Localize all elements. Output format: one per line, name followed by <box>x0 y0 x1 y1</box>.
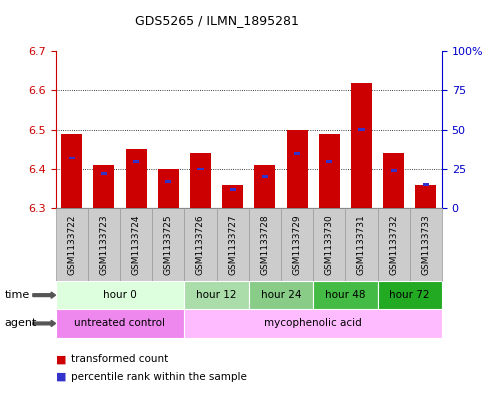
Bar <box>415 185 436 208</box>
Text: GSM1133732: GSM1133732 <box>389 214 398 275</box>
Bar <box>185 208 216 281</box>
Text: mycophenolic acid: mycophenolic acid <box>264 318 362 329</box>
Bar <box>378 208 410 281</box>
Text: GSM1133727: GSM1133727 <box>228 214 237 275</box>
Bar <box>133 160 139 163</box>
Bar <box>93 165 114 208</box>
Bar <box>61 134 82 208</box>
Text: hour 12: hour 12 <box>196 290 237 300</box>
Bar <box>165 180 171 183</box>
Bar <box>286 130 308 208</box>
Bar <box>216 208 249 281</box>
Bar <box>120 208 152 281</box>
Bar <box>198 167 204 171</box>
Bar <box>69 156 75 160</box>
Bar <box>229 188 236 191</box>
Bar <box>56 281 185 309</box>
Text: agent: agent <box>5 318 37 329</box>
Bar <box>319 134 340 208</box>
Bar <box>152 208 185 281</box>
Text: hour 48: hour 48 <box>325 290 366 300</box>
Bar <box>423 183 429 186</box>
Text: GSM1133728: GSM1133728 <box>260 214 270 275</box>
Bar <box>185 309 442 338</box>
Text: GSM1133722: GSM1133722 <box>67 215 76 275</box>
Text: GSM1133729: GSM1133729 <box>293 214 301 275</box>
Text: GDS5265 / ILMN_1895281: GDS5265 / ILMN_1895281 <box>135 14 299 27</box>
Text: time: time <box>5 290 30 300</box>
Bar <box>390 169 397 172</box>
Bar <box>313 208 345 281</box>
Bar <box>190 153 211 208</box>
Bar <box>351 83 372 208</box>
Text: GSM1133733: GSM1133733 <box>421 214 430 275</box>
Bar <box>294 152 300 155</box>
Bar <box>358 128 365 131</box>
Text: transformed count: transformed count <box>71 354 169 364</box>
Bar <box>56 208 88 281</box>
Text: hour 24: hour 24 <box>261 290 301 300</box>
Bar <box>249 281 313 309</box>
Bar <box>410 208 442 281</box>
Text: GSM1133726: GSM1133726 <box>196 214 205 275</box>
Text: GSM1133724: GSM1133724 <box>131 215 141 275</box>
Text: hour 72: hour 72 <box>389 290 430 300</box>
Bar <box>185 281 249 309</box>
Bar <box>126 149 146 208</box>
Bar <box>100 172 107 175</box>
Text: GSM1133725: GSM1133725 <box>164 214 173 275</box>
Text: untreated control: untreated control <box>74 318 166 329</box>
Text: hour 0: hour 0 <box>103 290 137 300</box>
Text: GSM1133730: GSM1133730 <box>325 214 334 275</box>
Bar <box>88 208 120 281</box>
Bar <box>345 208 378 281</box>
Bar <box>313 281 378 309</box>
Bar <box>222 185 243 208</box>
Bar <box>158 169 179 208</box>
Bar <box>255 165 275 208</box>
Bar <box>56 309 185 338</box>
Text: ■: ■ <box>56 372 66 382</box>
Text: GSM1133731: GSM1133731 <box>357 214 366 275</box>
Text: GSM1133723: GSM1133723 <box>99 214 108 275</box>
Bar <box>249 208 281 281</box>
Text: ■: ■ <box>56 354 66 364</box>
Bar <box>281 208 313 281</box>
Bar <box>262 175 268 178</box>
Bar <box>378 281 442 309</box>
Bar <box>326 160 332 163</box>
Text: percentile rank within the sample: percentile rank within the sample <box>71 372 247 382</box>
Bar <box>383 153 404 208</box>
